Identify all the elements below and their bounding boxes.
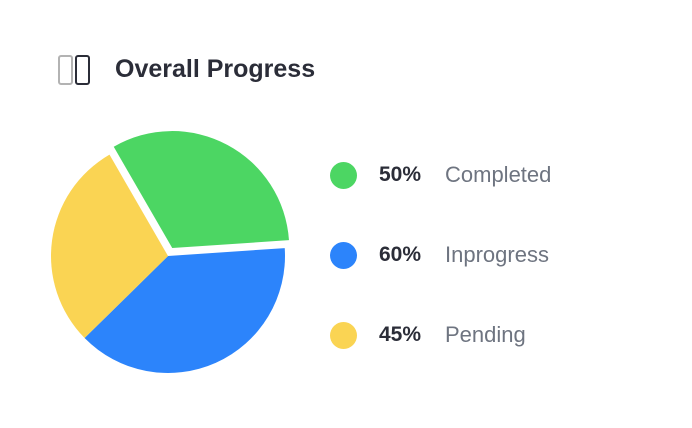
legend-value-pending: 45% bbox=[379, 323, 422, 346]
legend-value-inprogress: 60% bbox=[379, 243, 422, 266]
pie-slice-pending bbox=[50, 154, 168, 339]
pie-slice-completed bbox=[113, 131, 289, 249]
legend-item-pending: 45% Pending bbox=[330, 315, 551, 355]
card-title: Overall Progress bbox=[115, 54, 316, 83]
legend-item-inprogress: 60% Inprogress bbox=[330, 235, 551, 275]
legend-dot-pending bbox=[330, 321, 357, 349]
legend-item-completed: 50% Completed bbox=[330, 155, 551, 195]
legend-label-inprogress: Inprogress bbox=[445, 242, 549, 267]
legend-value-completed: 50% bbox=[379, 163, 422, 186]
pie-slice-inprogress bbox=[84, 248, 285, 373]
legend-dot-inprogress bbox=[330, 241, 357, 269]
legend-label-completed: Completed bbox=[445, 162, 552, 187]
card-header: Overall Progress bbox=[57, 54, 316, 85]
legend-label-pending: Pending bbox=[445, 322, 526, 347]
legend-dot-completed bbox=[330, 161, 357, 189]
columns-icon bbox=[57, 54, 93, 85]
legend: 50% Completed 60% Inprogress 45% Pending bbox=[330, 155, 551, 395]
